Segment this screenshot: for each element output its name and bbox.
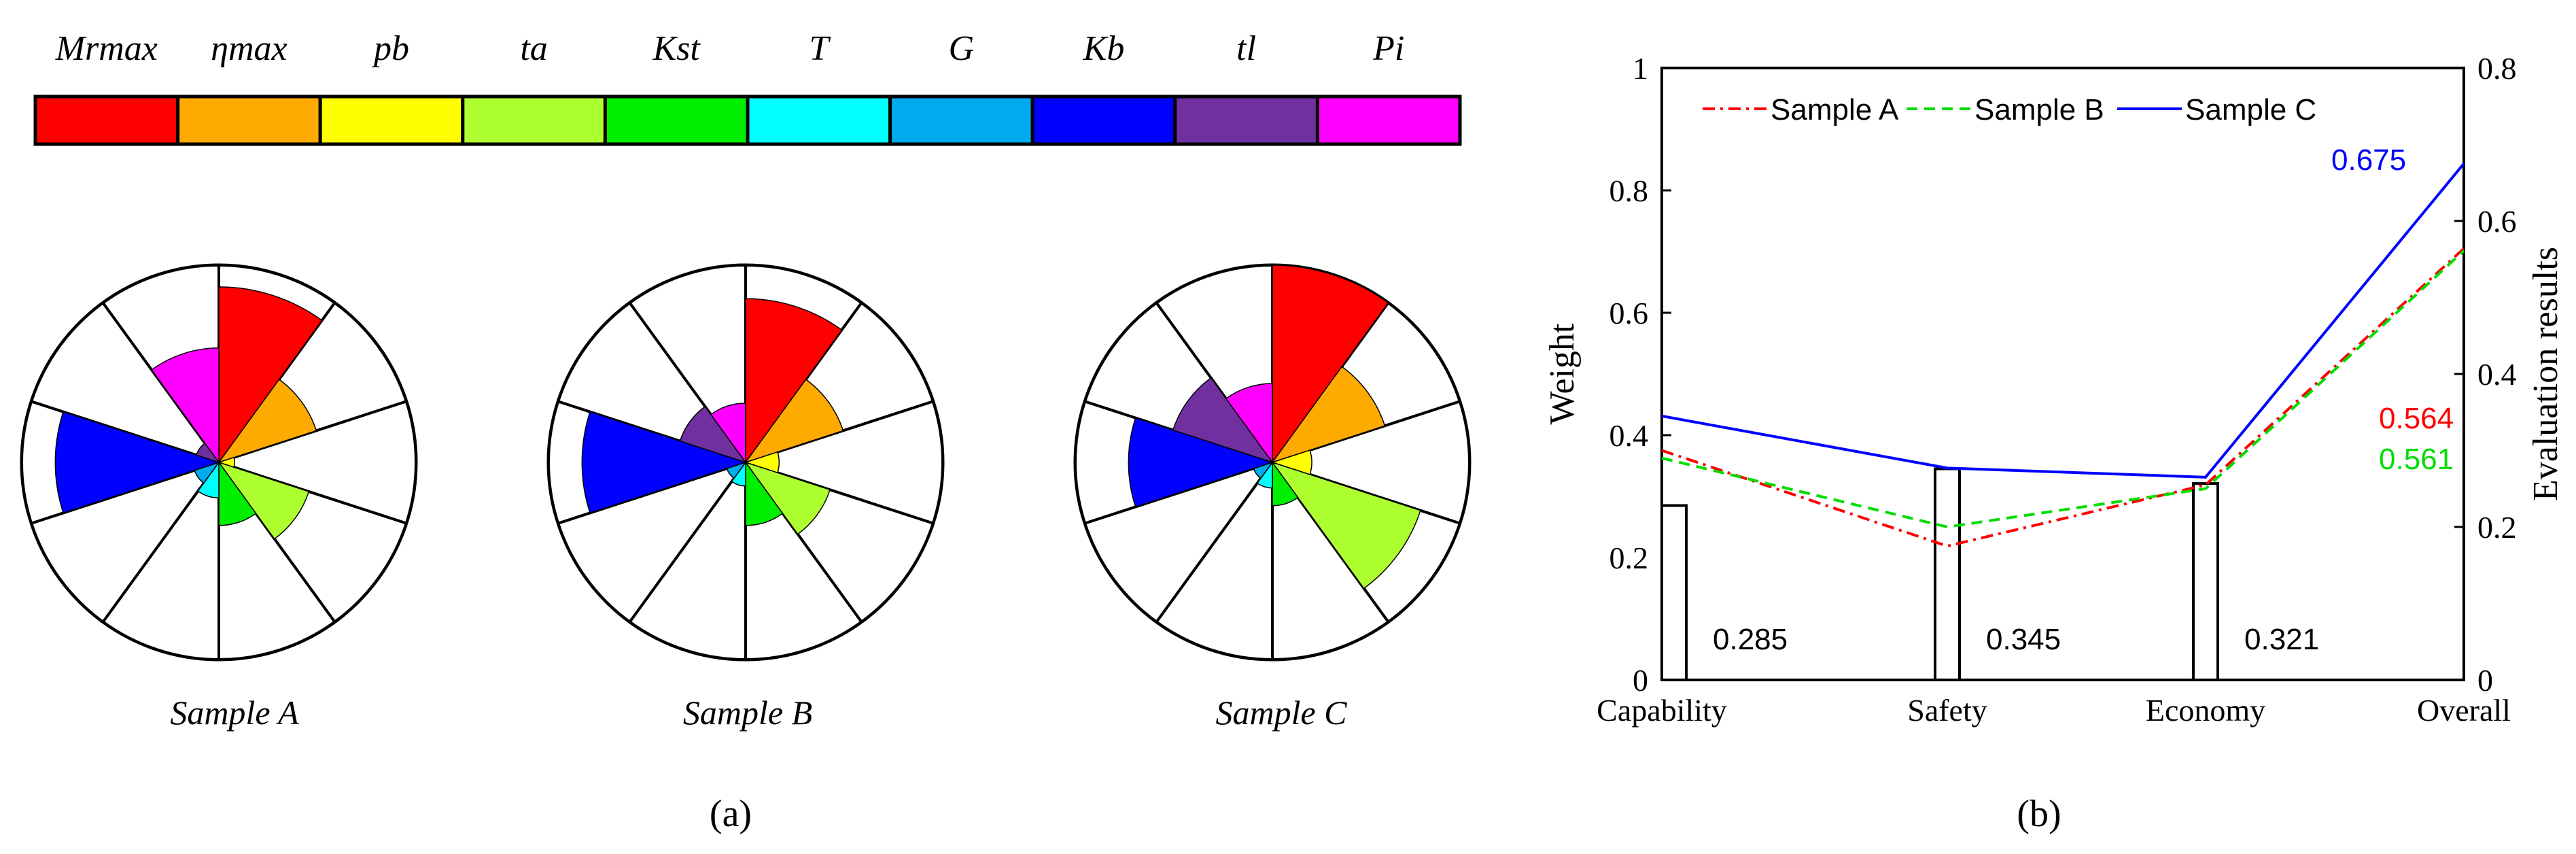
legend-swatch-1 [176, 95, 322, 146]
end-label-sample-a: 0.564 [2379, 402, 2454, 435]
weight-label-0: 0.285 [1713, 623, 1788, 656]
polar-wedge-ηmax [1271, 366, 1386, 464]
polar-wedge-ta [217, 461, 310, 540]
series-line-sample-a [1661, 247, 2465, 548]
polar-title-sample-b: Sample B [683, 694, 812, 732]
polar-wedge-Mrmax [1272, 264, 1389, 464]
legend-swatch-9 [1315, 95, 1462, 146]
end-label-sample-b: 0.561 [2379, 443, 2454, 476]
legend-swatch-8 [1173, 95, 1319, 146]
polar-wedge-Kst [1272, 460, 1299, 507]
y-tick-label-5: 1 [1633, 51, 1648, 86]
x-tick-label-2: Economy [2146, 693, 2265, 728]
y2-tick-label-3: 0.6 [2477, 204, 2517, 239]
polar-wedge-Kb [1128, 417, 1274, 508]
y2-axis-title: Evaluation results [2526, 247, 2565, 501]
polar-wedge-ηmax [744, 378, 844, 464]
polar-wedge-ηmax [217, 378, 317, 464]
legend-label-7: Kb [1083, 29, 1125, 68]
polar-wedge-Kb [581, 411, 748, 514]
legend-swatch-7 [1030, 95, 1177, 146]
legend-color-bar: Mrmax ηmax pb ta Kst T G Kb tl Pi [33, 29, 1462, 146]
legend-text-2: Sample C [2185, 93, 2316, 126]
caption-a: (a) [710, 793, 752, 835]
polar-wedge-Mrmax [745, 298, 843, 464]
polar-wedge-Kb [54, 411, 221, 514]
polar-wedge-Kst [218, 460, 257, 526]
polar-wedge-T [197, 460, 220, 498]
polar-wedge-tl [679, 405, 747, 464]
legend-label-6: G [949, 29, 975, 68]
series-line-sample-c [1661, 163, 2465, 479]
caption-b: (b) [2017, 793, 2061, 835]
legend-text-1: Sample B [1974, 93, 2104, 126]
y-tick-label-3: 0.6 [1609, 296, 1649, 330]
y2-tick-label-2: 0.4 [2477, 357, 2517, 392]
legend-swatch-6 [888, 95, 1034, 146]
legend-label-0: Mrmax [55, 29, 158, 68]
polar-sector-bg-5 [101, 458, 220, 662]
polar-wedge-T [731, 460, 746, 487]
polar-sector-bg-4 [1271, 458, 1391, 662]
polar-wedge-tl [1172, 377, 1274, 464]
y2-tick-label-1: 0.2 [2477, 510, 2517, 545]
polar-chart-sample-a [20, 263, 418, 662]
polar-sector-bg-5 [1154, 458, 1274, 662]
y-tick-label-4: 0.8 [1609, 173, 1649, 208]
polar-wedge-Pi [710, 403, 746, 464]
evaluation-line-chart: 0 0.2 0.4 0.6 0.8 1 0 0.2 0.4 0.6 0.8 Capability Saf… [1543, 51, 2565, 728]
series-line-sample-b [1661, 250, 2465, 529]
polar-sector-bg-6 [29, 460, 223, 624]
y-axis-title: Weight [1543, 323, 1582, 424]
polar-title-sample-c: Sample C [1215, 694, 1347, 732]
polar-sector-bg-2 [1268, 399, 1471, 526]
legend-label-3: ta [520, 29, 547, 68]
legend-label-5: T [809, 29, 831, 68]
polar-wedge-Mrmax [218, 286, 323, 464]
y-tick-label-1: 0.2 [1609, 541, 1649, 575]
polar-wedge-T [1256, 460, 1273, 489]
legend-swatch-5 [746, 95, 892, 146]
y2-tick-label-0: 0 [2477, 663, 2493, 698]
legend-label-1: ηmax [211, 29, 287, 68]
polar-chart-sample-c [1073, 263, 1472, 662]
legend-label-9: Pi [1372, 29, 1404, 68]
polar-wedge-Pi [1225, 383, 1273, 464]
polar-sector-bg-2 [214, 399, 417, 526]
legend-label-2: pb [371, 29, 409, 68]
y-tick-label-2: 0.4 [1609, 418, 1649, 453]
x-tick-label-1: Safety [1907, 693, 1987, 728]
x-tick-label-3: Overall [2417, 693, 2511, 728]
y2-tick-label-4: 0.8 [2477, 51, 2517, 86]
legend-label-8: tl [1236, 29, 1256, 68]
legend-swatch-3 [461, 95, 607, 146]
legend-swatch-2 [318, 95, 465, 146]
legend-swatch-4 [603, 95, 750, 146]
polar-wedge-ta [744, 461, 831, 535]
polar-sector-bg-6 [556, 460, 750, 624]
legend-swatch-0 [33, 95, 180, 146]
end-label-sample-c: 0.675 [2331, 143, 2406, 177]
polar-sector-bg-8 [29, 301, 223, 465]
polar-sector-bg-6 [1083, 460, 1276, 624]
polar-wedge-ta [1271, 461, 1421, 590]
polar-sector-bg-5 [627, 458, 747, 662]
legend-label-4: Kst [652, 29, 701, 68]
x-tick-label-0: Capability [1597, 693, 1727, 728]
weight-bar-2 [2192, 482, 2219, 681]
weight-label-2: 0.321 [2244, 623, 2319, 656]
legend-text-0: Sample A [1771, 93, 1899, 126]
y-tick-label-0: 0 [1633, 663, 1648, 698]
polar-sector-bg-2 [741, 399, 944, 526]
polar-wedge-Pi [151, 347, 220, 464]
polar-wedge-Kst [745, 460, 784, 526]
weight-bar-0 [1660, 504, 1688, 681]
weight-bar-1 [1934, 467, 1961, 681]
polar-title-sample-a: Sample A [170, 694, 299, 732]
polar-chart-sample-b [546, 263, 945, 662]
weight-label-1: 0.345 [1986, 623, 2061, 656]
